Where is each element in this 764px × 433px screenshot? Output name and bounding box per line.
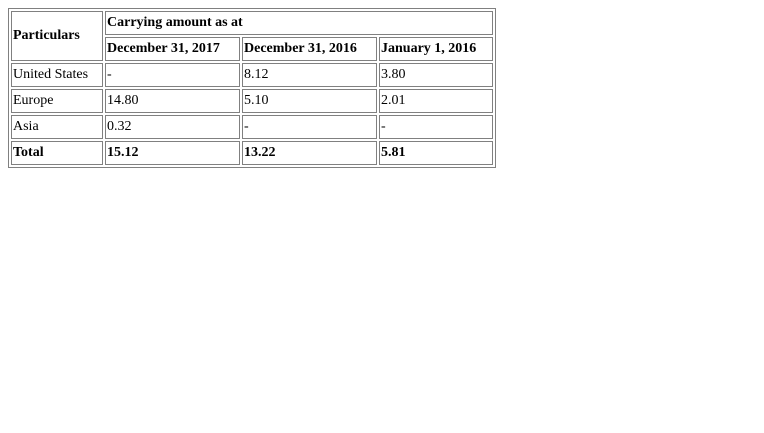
table-row: United States - 8.12 3.80 <box>11 63 493 87</box>
table-cell: 8.12 <box>242 63 377 87</box>
total-cell: 15.12 <box>105 141 240 165</box>
row-label: Europe <box>11 89 103 113</box>
header-dec-31-2017: December 31, 2017 <box>105 37 240 61</box>
header-row-1: Particulars Carrying amount as at <box>11 11 493 61</box>
header-row-2: December 31, 2017 December 31, 2016 Janu… <box>11 37 493 61</box>
table-cell: 2.01 <box>379 89 493 113</box>
total-cell: 5.81 <box>379 141 493 165</box>
carrying-amount-table: Particulars Carrying amount as at Decemb… <box>8 8 496 168</box>
table-cell: 5.10 <box>242 89 377 113</box>
table-cell: 14.80 <box>105 89 240 113</box>
table-cell: 3.80 <box>379 63 493 87</box>
table-cell: - <box>242 115 377 139</box>
table-cell: - <box>105 63 240 87</box>
row-label: Asia <box>11 115 103 139</box>
table-cell: 0.32 <box>105 115 240 139</box>
total-label: Total <box>11 141 103 165</box>
total-row: Total 15.12 13.22 5.81 <box>11 141 493 165</box>
table-row: Asia 0.32 - - <box>11 115 493 139</box>
header-particulars: Particulars <box>11 11 103 61</box>
header-dec-31-2016: December 31, 2016 <box>242 37 377 61</box>
total-cell: 13.22 <box>242 141 377 165</box>
header-group-carrying-amount: Carrying amount as at <box>105 11 493 35</box>
table-row: Europe 14.80 5.10 2.01 <box>11 89 493 113</box>
table-cell: - <box>379 115 493 139</box>
header-jan-1-2016: January 1, 2016 <box>379 37 493 61</box>
row-label: United States <box>11 63 103 87</box>
